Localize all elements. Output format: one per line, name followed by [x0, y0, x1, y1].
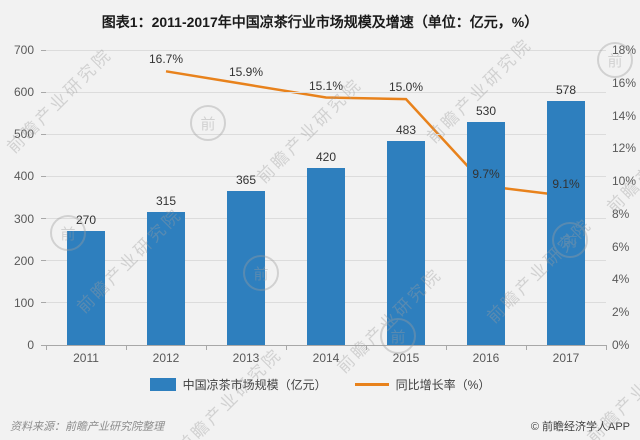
gridline [46, 91, 606, 93]
right-axis-label: 12% [612, 141, 637, 156]
left-axis: 0 100 200 300 400 500 600 700 [2, 43, 40, 352]
x-axis-label: 2014 [312, 351, 340, 365]
left-axis-label: 200 [13, 253, 34, 268]
x-axis-tick [365, 345, 367, 350]
bar-value-label: 420 [315, 150, 337, 164]
left-axis-label: 500 [13, 127, 34, 142]
x-axis: 2011 2012 2013 2014 2015 2016 2017 [46, 351, 606, 367]
right-axis-label: 10% [612, 174, 637, 189]
right-axis-label: 8% [612, 206, 630, 221]
x-axis-tick [445, 345, 447, 350]
right-axis-label: 0% [612, 338, 630, 352]
left-axis-tick [41, 91, 46, 93]
gridline [46, 133, 606, 135]
plot-area: 270 315 365 420 483 530 578 16.7% 15.9% 15.1% 15.0… [41, 49, 607, 350]
line-swatch-icon [354, 383, 389, 386]
bar [67, 231, 105, 345]
growth-value-label: 9.7% [472, 167, 500, 182]
left-axis-tick [41, 175, 46, 177]
bar-value-label: 578 [555, 83, 577, 98]
growth-value-label: 9.1% [552, 176, 580, 191]
right-axis-label: 2% [612, 305, 630, 320]
left-axis-tick [41, 344, 46, 346]
x-axis-label: 2013 [232, 351, 260, 365]
chart-title: 图表1：2011-2017年中国凉茶行业市场规模及增速（单位：亿元，%） [101, 14, 539, 30]
x-axis-label: 2016 [472, 351, 500, 365]
bar [147, 212, 185, 345]
bar [467, 121, 505, 345]
left-axis-tick [41, 49, 46, 51]
left-axis-tick [41, 302, 46, 304]
growth-value-label: 15.9% [228, 65, 264, 80]
x-axis-label: 2011 [73, 351, 99, 365]
x-axis-tick [605, 345, 607, 350]
x-axis-tick [285, 345, 287, 350]
legend-label-growth-rate: 同比增长率（%） [395, 378, 491, 392]
right-axis-label: 18% [612, 43, 637, 57]
left-axis-label: 700 [13, 43, 34, 57]
growth-value-label: 15.1% [308, 78, 344, 93]
legend: 中国凉茶市场规模（亿元） 同比增长率（%） [0, 376, 640, 393]
left-axis-label: 300 [13, 211, 34, 226]
left-axis-tick [41, 218, 46, 220]
bar [547, 101, 585, 345]
bar-swatch-icon [149, 378, 176, 391]
growth-value-label: 16.7% [148, 52, 184, 67]
legend-label-market-size: 中国凉茶市场规模（亿元） [182, 378, 327, 392]
x-axis-tick [125, 345, 127, 350]
left-axis-label: 100 [13, 295, 34, 310]
left-axis-label: 400 [13, 169, 34, 184]
copyright: © 前瞻经济学人APP [530, 421, 630, 433]
gridline [46, 49, 606, 51]
right-axis-label: 4% [612, 272, 630, 287]
x-axis-tick [45, 345, 47, 350]
right-axis-label: 14% [612, 108, 637, 123]
right-axis-label: 16% [612, 75, 637, 90]
left-axis-label: 600 [13, 85, 34, 100]
right-axis-label: 6% [612, 239, 630, 254]
x-axis-tick [205, 345, 207, 350]
left-axis-label: 0 [27, 338, 34, 352]
bar-value-label: 365 [235, 173, 257, 188]
left-axis-tick [41, 260, 46, 262]
bar [307, 168, 345, 345]
x-axis-label: 2017 [552, 351, 580, 365]
bar-value-label: 270 [75, 213, 97, 228]
footer: 资料来源：前瞻产业研究院整理 © 前瞻经济学人APP [0, 418, 640, 434]
x-axis-label: 2015 [392, 351, 420, 365]
legend-item-growth-rate: 同比增长率（%） [354, 376, 491, 393]
x-axis-tick [525, 345, 527, 350]
left-axis-tick [41, 133, 46, 135]
bar [227, 191, 265, 345]
bar-value-label: 530 [475, 103, 497, 118]
bar [387, 141, 425, 345]
x-axis-label: 2012 [152, 351, 180, 365]
growth-value-label: 15.0% [388, 80, 424, 95]
right-axis: 0% 2% 4% 6% 8% 10% 12% 14% 16% 18% [610, 43, 640, 352]
legend-item-market-size: 中国凉茶市场规模（亿元） [149, 376, 327, 393]
bar-value-label: 315 [155, 194, 177, 209]
x-axis-line [46, 344, 606, 346]
source-note: 资料来源：前瞻产业研究院整理 [10, 421, 164, 433]
bar-value-label: 483 [395, 123, 417, 138]
